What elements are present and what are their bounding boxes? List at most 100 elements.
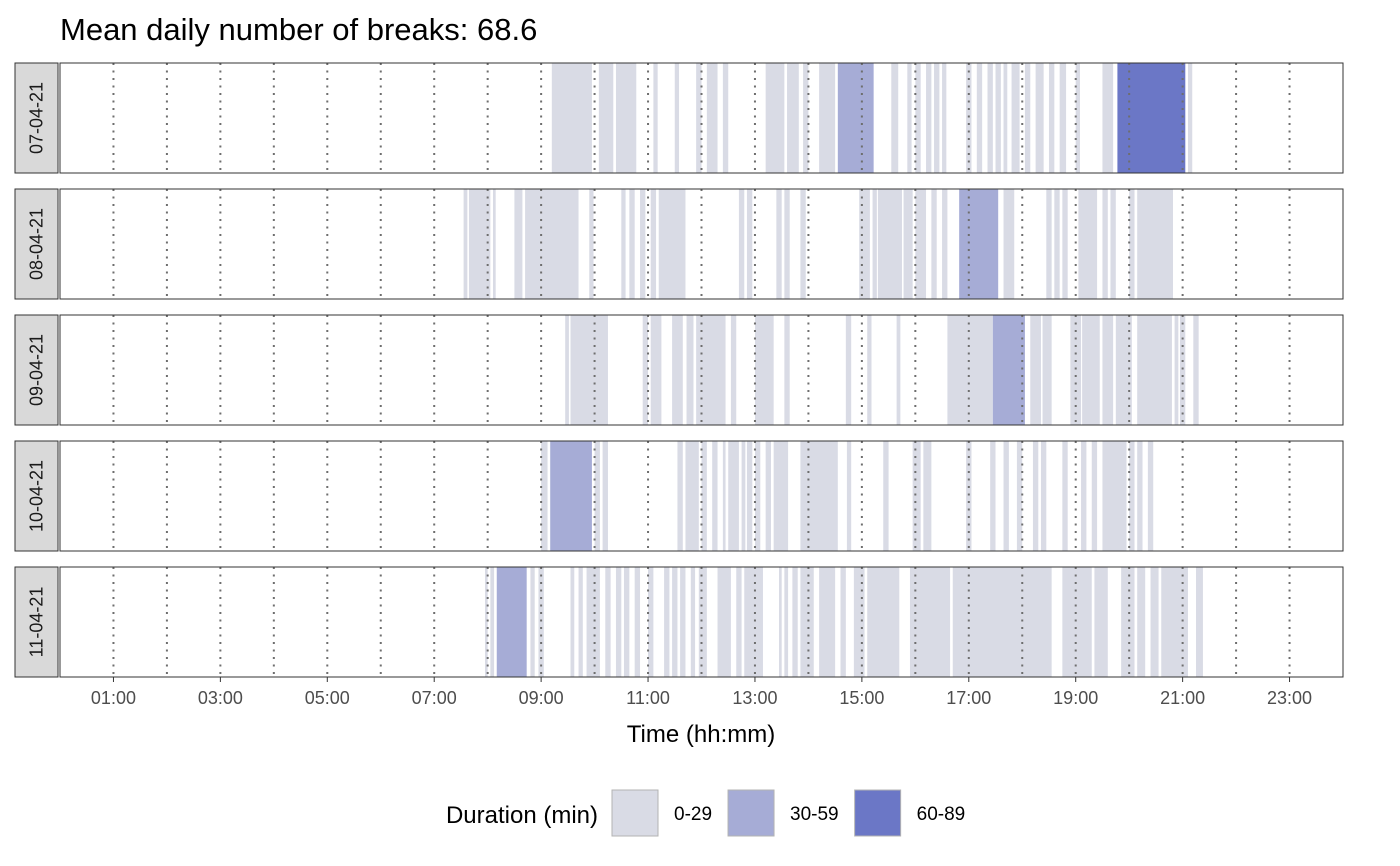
break-bar	[698, 567, 707, 677]
break-bars	[565, 315, 1199, 425]
break-bar	[701, 441, 707, 551]
legend-swatch	[854, 789, 902, 837]
panel-border	[59, 188, 1344, 300]
break-bar	[685, 441, 699, 551]
break-bar	[1179, 315, 1186, 425]
break-bar	[712, 441, 718, 551]
break-bar	[765, 63, 785, 173]
break-bar	[1115, 315, 1132, 425]
break-bar	[765, 441, 771, 551]
x-tick-label: 15:00	[839, 688, 884, 708]
break-bar	[779, 567, 782, 677]
break-bar	[784, 315, 790, 425]
legend-swatch	[727, 789, 775, 837]
break-bar	[959, 189, 999, 299]
break-bars	[463, 189, 1174, 299]
x-tick-label: 17:00	[946, 688, 991, 708]
break-bar	[800, 189, 806, 299]
break-bar	[741, 441, 746, 551]
legend-label: 30-59	[790, 804, 839, 825]
break-bar	[1117, 63, 1186, 173]
break-bar	[1003, 189, 1015, 299]
break-bar	[484, 567, 488, 677]
break-bar	[966, 441, 972, 551]
legend: Duration (min) 0-29 30-59 60-89	[446, 789, 965, 837]
break-bar	[744, 567, 763, 677]
panel-strip	[14, 566, 59, 678]
break-bar	[493, 189, 496, 299]
break-bar	[947, 315, 993, 425]
legend-item: 30-59	[727, 789, 839, 837]
hour-gridlines	[112, 567, 1291, 677]
break-bar	[800, 567, 814, 677]
break-bar	[496, 567, 527, 677]
break-bar	[1147, 441, 1154, 551]
break-bar	[672, 567, 678, 677]
break-bar	[589, 189, 594, 299]
break-bar	[846, 441, 852, 551]
break-bar	[706, 63, 718, 173]
break-bar	[640, 189, 646, 299]
break-bar	[754, 441, 761, 551]
break-bar	[845, 315, 852, 425]
break-bar	[621, 189, 626, 299]
break-bar	[648, 567, 654, 677]
break-bar	[514, 189, 523, 299]
break-bar	[634, 567, 641, 677]
day-panel: 10-04-21	[14, 440, 1344, 552]
break-bar	[926, 63, 932, 173]
break-bar	[717, 567, 731, 677]
break-bars	[541, 441, 1154, 551]
break-bar	[1078, 189, 1098, 299]
break-bar	[1003, 441, 1009, 551]
break-bar	[891, 63, 899, 173]
break-bar	[867, 315, 872, 425]
break-bar	[1091, 441, 1098, 551]
break-bar	[1081, 441, 1087, 551]
legend-swatch	[611, 789, 659, 837]
break-bar	[1040, 441, 1047, 551]
day-panels: 07-04-21 08-04-21 09-04-21 10-04-21 11-04-21	[14, 62, 1344, 678]
break-bar	[1102, 441, 1127, 551]
break-bar	[565, 315, 569, 425]
chart-title: Mean daily number of breaks: 68.6	[60, 12, 537, 47]
break-bar	[629, 189, 635, 299]
break-bar	[912, 441, 921, 551]
break-bar	[1102, 315, 1114, 425]
break-bar	[598, 63, 614, 173]
panel-strip	[14, 314, 59, 426]
break-bar	[1102, 189, 1108, 299]
break-bar	[800, 441, 838, 551]
break-bar	[1121, 567, 1135, 677]
break-bar	[586, 567, 600, 677]
x-tick-label: 13:00	[732, 688, 777, 708]
x-tick-label: 07:00	[412, 688, 457, 708]
break-bar	[490, 567, 495, 677]
day-panel: 09-04-21	[14, 314, 1344, 426]
break-bar	[594, 441, 600, 551]
break-bar	[530, 567, 535, 677]
legend-label: 0-29	[674, 804, 712, 825]
break-bar	[1003, 63, 1008, 173]
break-bar	[987, 63, 993, 173]
break-bar	[1024, 63, 1031, 173]
break-bar	[1161, 567, 1188, 677]
panel-strip	[14, 188, 59, 300]
panel-day-label: 08-04-21	[27, 208, 47, 280]
break-bar	[686, 315, 694, 425]
break-bar	[942, 63, 947, 173]
hour-gridlines	[112, 315, 1291, 425]
break-bar	[877, 189, 902, 299]
break-bar	[551, 63, 592, 173]
break-bar	[776, 189, 782, 299]
panel-day-label: 07-04-21	[27, 82, 47, 154]
break-bar	[773, 441, 789, 551]
break-bar	[1046, 189, 1052, 299]
break-bar	[463, 189, 468, 299]
break-bar	[867, 567, 900, 677]
break-bar	[1094, 567, 1108, 677]
x-tick-label: 09:00	[519, 688, 564, 708]
break-bar	[903, 189, 913, 299]
break-bar	[853, 567, 865, 677]
